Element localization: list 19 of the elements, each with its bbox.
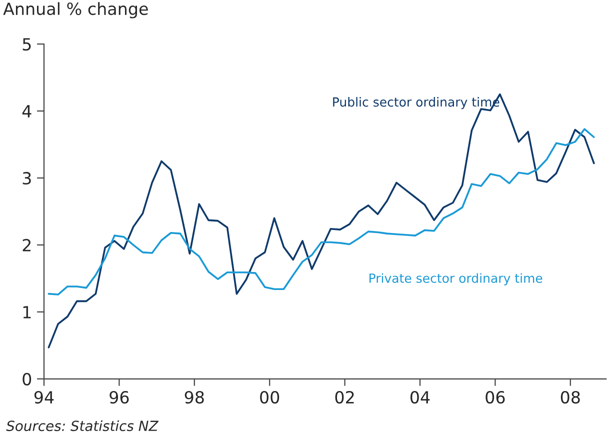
- y-tick-label: 1: [23, 306, 31, 318]
- x-tick-label: 00: [260, 390, 280, 404]
- x-tick-label: 96: [110, 390, 129, 404]
- x-tick-label: 98: [184, 390, 204, 404]
- line-series: [48, 128, 595, 296]
- y-tick-label: 5: [22, 38, 31, 51]
- y-axis-title: Annual % change: [3, 2, 148, 18]
- x-tick-label: 08: [560, 390, 580, 404]
- y-tick-label: 3: [22, 172, 31, 185]
- x-tick-label: 06: [486, 390, 505, 404]
- x-tick-label: 94: [34, 390, 54, 404]
- text: Private sector ordinary time: [370, 273, 542, 286]
- y-tick-label: 4: [22, 105, 32, 118]
- y-tick-label: 2: [22, 238, 31, 252]
- source-note: Sources: Statistics NZ: [6, 420, 159, 432]
- y-tick-label: 0: [22, 372, 32, 386]
- line-series: [48, 93, 595, 348]
- x-tick-label: 04: [410, 390, 430, 404]
- x-tick-label: 02: [335, 390, 354, 404]
